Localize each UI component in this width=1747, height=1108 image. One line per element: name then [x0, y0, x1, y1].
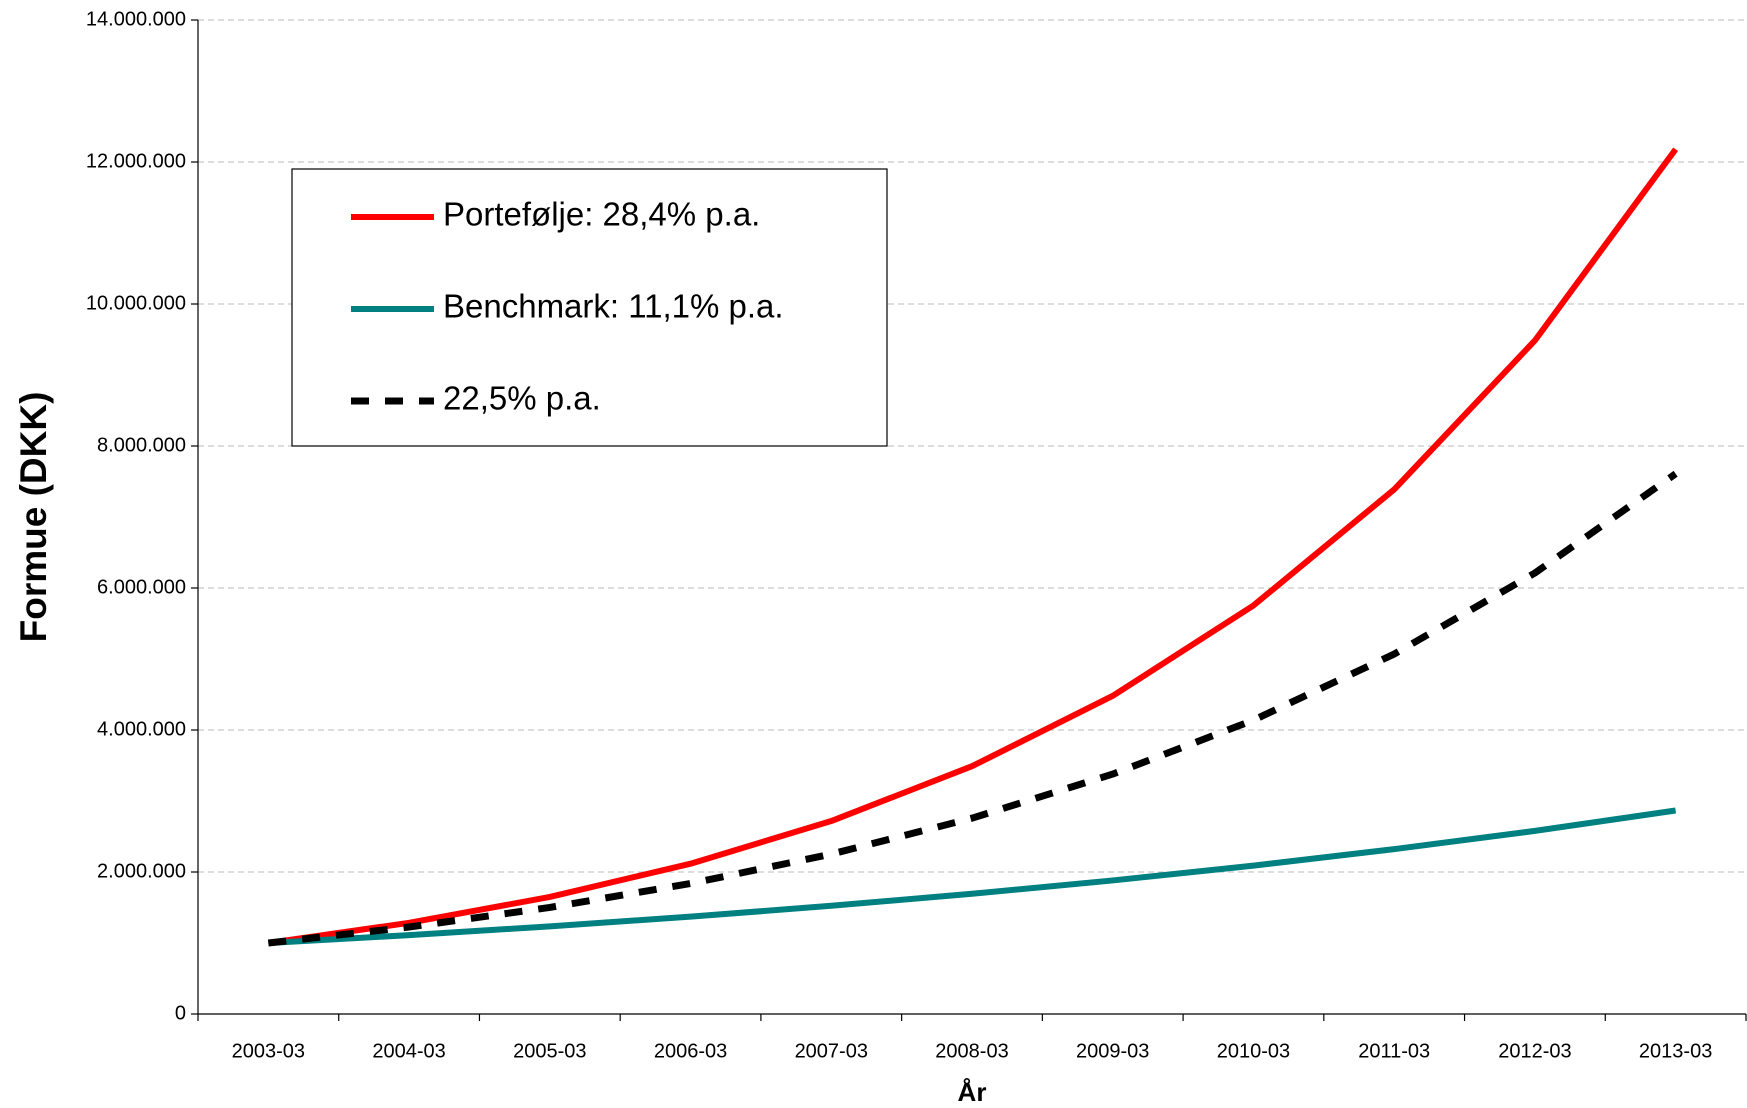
x-tick-label: 2012-03 — [1498, 1040, 1571, 1062]
x-tick-label: 2007-03 — [795, 1040, 868, 1062]
y-tick-label: 12.000.000 — [86, 150, 186, 172]
x-tick-label: 2003-03 — [232, 1040, 305, 1062]
x-tick-label: 2010-03 — [1217, 1040, 1290, 1062]
x-tick-label: 2009-03 — [1076, 1040, 1149, 1062]
x-tick-label: 2004-03 — [372, 1040, 445, 1062]
y-tick-label: 14.000.000 — [86, 8, 186, 30]
series-line — [268, 807, 1677, 946]
x-tick-label: 2005-03 — [513, 1040, 586, 1062]
y-tick-label: 6.000.000 — [97, 576, 186, 598]
series-line — [267, 470, 1678, 947]
x-axis-title: År — [958, 1077, 987, 1107]
y-tick-label: 2.000.000 — [97, 860, 186, 882]
y-tick-label: 0 — [175, 1002, 186, 1024]
y-tick-label: 8.000.000 — [97, 434, 186, 456]
x-tick-label: 2013-03 — [1639, 1040, 1712, 1062]
legend-label: Benchmark: 11,1% p.a. — [443, 288, 784, 325]
x-tick-label: 2011-03 — [1358, 1040, 1430, 1062]
x-tick-label: 2006-03 — [654, 1040, 727, 1062]
x-tick-label: 2008-03 — [935, 1040, 1008, 1062]
legend-label: 22,5% p.a. — [443, 380, 601, 417]
y-axis-title: Formue (DKK) — [13, 392, 54, 643]
series-line — [267, 147, 1679, 946]
y-tick-label: 4.000.000 — [97, 718, 186, 740]
legend-label: Portefølje: 28,4% p.a. — [443, 196, 760, 233]
y-tick-label: 10.000.000 — [86, 292, 186, 314]
